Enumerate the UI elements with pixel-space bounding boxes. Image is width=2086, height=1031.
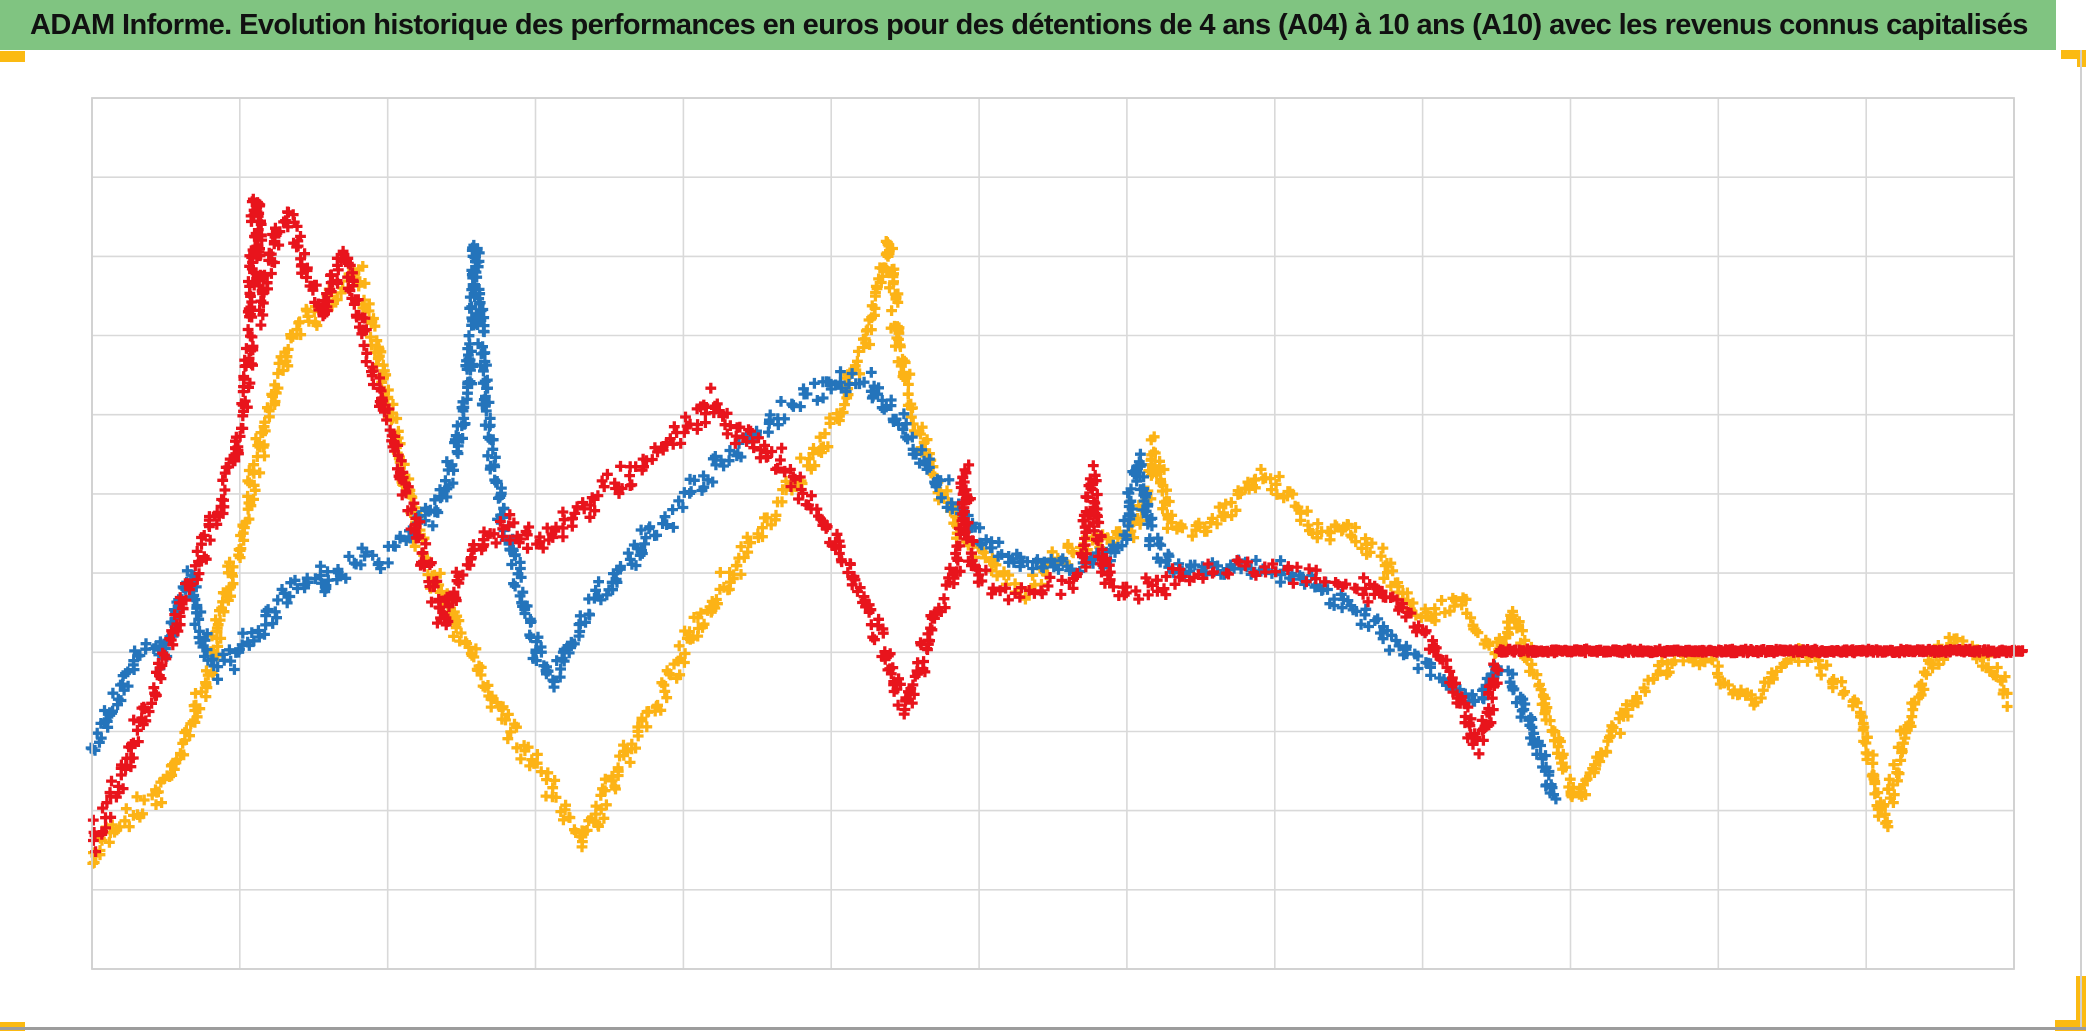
chart-frame-right-border — [2080, 50, 2082, 1027]
page-title: ADAM Informe. Evolution historique des p… — [30, 8, 2028, 41]
yellow-series-markers — [87, 236, 2013, 869]
red-flat-line — [1493, 643, 2028, 659]
plot-border — [91, 97, 2015, 970]
gridlines — [91, 97, 2015, 970]
corner-accent-bottom-left — [0, 1022, 25, 1031]
red-series-markers — [87, 193, 1504, 857]
corner-accent-top-left — [0, 51, 25, 62]
corner-accent-bottom-right-horizontal — [2055, 1020, 2086, 1031]
corner-accent-top-right-horizontal — [2061, 50, 2086, 59]
bottom-divider-line — [0, 1027, 2086, 1030]
header-bar: ADAM Informe. Evolution historique des p… — [0, 0, 2056, 50]
